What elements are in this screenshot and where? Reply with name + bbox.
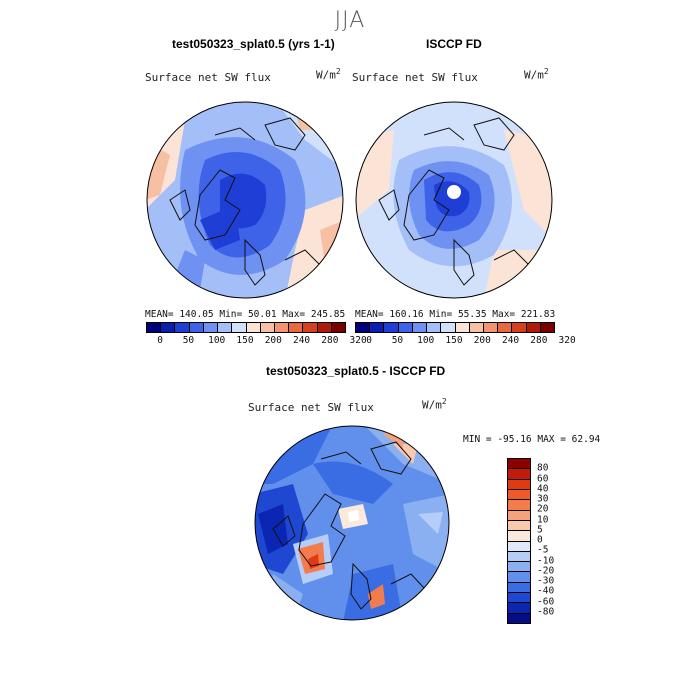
colorbar-diff-swatch [508, 593, 530, 604]
colorbar-diff-tick-label: 0 [537, 534, 543, 546]
colorbar-diff-swatch [508, 582, 530, 594]
colorbar-diff-swatch [508, 489, 530, 501]
colorbar-diff-tick-label: -60 [537, 596, 555, 607]
colorbar-diff-swatch [508, 551, 530, 563]
colorbar-model-swatch [246, 323, 261, 332]
colorbar-model-swatch [317, 323, 332, 332]
colorbar-diff-tick-label: 40 [537, 483, 549, 495]
stats-obs: MEAN= 160.16 Min= 55.35 Max= 221.83 [355, 309, 556, 320]
colorbar-diff-tick-label: -80 [537, 606, 555, 618]
diff-panel-title: test050323_splat0.5 - ISCCP FD [266, 364, 446, 378]
colorbar-obs-tick-label: 320 [558, 335, 576, 346]
colorbar-diff-swatch [508, 531, 530, 542]
colorbar-diff-swatch [508, 469, 530, 480]
colorbar-model-swatch [175, 323, 190, 332]
colorbar-model-swatch [303, 323, 318, 332]
colorbar-diff-swatch [508, 613, 530, 623]
polar-map-diff [254, 425, 450, 621]
polar-data-gap [447, 185, 461, 199]
colorbar-model-swatch [161, 323, 176, 332]
colorbar-diff-tick-label: 60 [537, 473, 549, 484]
stats-model: MEAN= 140.05 Min= 50.01 Max= 245.85 [145, 309, 346, 320]
colorbar-labels-obs: 0 50 100 150 200 240 280 320 [355, 335, 575, 347]
colorbar-diff-swatch [508, 562, 530, 573]
colorbar-model-swatch [218, 323, 233, 332]
colorbar-obs-tick-label: 200 [473, 335, 491, 346]
variable-label-model: Surface net SW flux [145, 71, 271, 84]
colorbar-model-tick-label: 320 [349, 335, 367, 346]
figure-title: JJA [334, 8, 366, 33]
colorbar-obs-swatch [427, 323, 442, 332]
colorbar-model-tick-label: 280 [321, 335, 339, 346]
stats-diff: MIN = -95.16 MAX = 62.94 [463, 434, 601, 445]
colorbar-obs-tick-label: 0 [366, 335, 373, 346]
colorbar-obs-swatch [526, 323, 541, 332]
colorbar-diff-tick-label: -20 [537, 565, 555, 577]
colorbar-model-tick-label: 200 [264, 335, 282, 346]
colorbar-obs-swatch [356, 323, 371, 332]
polar-map-model [146, 101, 344, 299]
units-label-diff: W/m2 [422, 397, 447, 412]
colorbar-diff-tick-label: -40 [537, 585, 555, 597]
colorbar-obs-swatch [498, 323, 513, 332]
colorbar-obs-swatch [398, 323, 413, 332]
colorbar-labels-diff: 80 60 40 30 20 10 5 0 -5 -10 -20 -30 -40 -60 -80 [537, 458, 577, 622]
variable-label-obs: Surface net SW flux [352, 71, 478, 84]
colorbar-diff [507, 458, 531, 624]
colorbar-diff-swatch [508, 500, 530, 511]
colorbar-model-swatch [289, 323, 304, 332]
colorbar-obs-swatch [540, 323, 555, 332]
colorbar-obs-tick-label: 240 [501, 335, 520, 346]
units-label-model: W/m2 [316, 67, 341, 82]
units-label-obs: W/m2 [524, 67, 549, 82]
colorbar-obs-swatch [469, 323, 484, 332]
colorbar-model-tick-label: 0 [157, 335, 164, 346]
colorbar-obs-swatch [441, 323, 456, 332]
colorbar-obs-tick-label: 280 [530, 335, 548, 346]
variable-label-diff: Surface net SW flux [248, 401, 374, 414]
colorbar-diff-swatch [508, 459, 530, 470]
colorbar-model-swatch [331, 323, 346, 332]
colorbar-diff-tick-label: 10 [537, 514, 549, 525]
colorbar-model-swatch [232, 323, 247, 332]
colorbar-model-swatch [274, 323, 290, 332]
colorbar-obs-tick-label: 150 [445, 335, 463, 346]
colorbar-diff-swatch [508, 479, 530, 490]
colorbar-model [146, 322, 346, 333]
colorbar-diff-tick-label: 30 [537, 493, 549, 505]
colorbar-model-tick-label: 100 [208, 335, 226, 346]
colorbar-obs-swatch [455, 323, 470, 332]
colorbar-obs-tick-label: 100 [417, 335, 435, 346]
colorbar-obs-swatch [512, 323, 527, 332]
colorbar-diff-tick-label: 20 [537, 503, 549, 515]
colorbar-model-tick-label: 150 [236, 335, 254, 346]
colorbar-model-swatch [189, 323, 204, 332]
colorbar-labels-model: 0 50 100 150 200 240 280 320 [146, 335, 366, 347]
colorbar-diff-tick-label: -10 [537, 555, 555, 566]
colorbar-obs [355, 322, 555, 333]
colorbar-diff-swatch [508, 520, 530, 532]
colorbar-diff-tick-label: 5 [537, 524, 543, 536]
colorbar-diff-tick-label: 80 [537, 462, 549, 474]
colorbar-obs-swatch [412, 323, 428, 332]
colorbar-obs-swatch [483, 323, 499, 332]
colorbar-diff-swatch [508, 541, 530, 552]
colorbar-model-tick-label: 50 [182, 335, 195, 346]
colorbar-obs-swatch [370, 323, 385, 332]
colorbar-diff-tick-label: -5 [537, 544, 549, 556]
panel-title-obs: ISCCP FD [426, 37, 482, 51]
panel-title-model: test050323_splat0.5 (yrs 1-1) [172, 37, 335, 51]
colorbar-obs-swatch [384, 323, 399, 332]
colorbar-diff-swatch [508, 603, 530, 614]
colorbar-model-tick-label: 240 [292, 335, 311, 346]
colorbar-diff-tick-label: -30 [537, 575, 555, 587]
colorbar-obs-tick-label: 50 [391, 335, 404, 346]
colorbar-diff-swatch [508, 572, 530, 583]
colorbar-model-swatch [203, 323, 219, 332]
colorbar-model-swatch [260, 323, 275, 332]
map-fill-diff [255, 426, 449, 620]
polar-map-obs [355, 101, 553, 299]
colorbar-model-swatch [147, 323, 162, 332]
colorbar-diff-swatch [508, 510, 530, 521]
